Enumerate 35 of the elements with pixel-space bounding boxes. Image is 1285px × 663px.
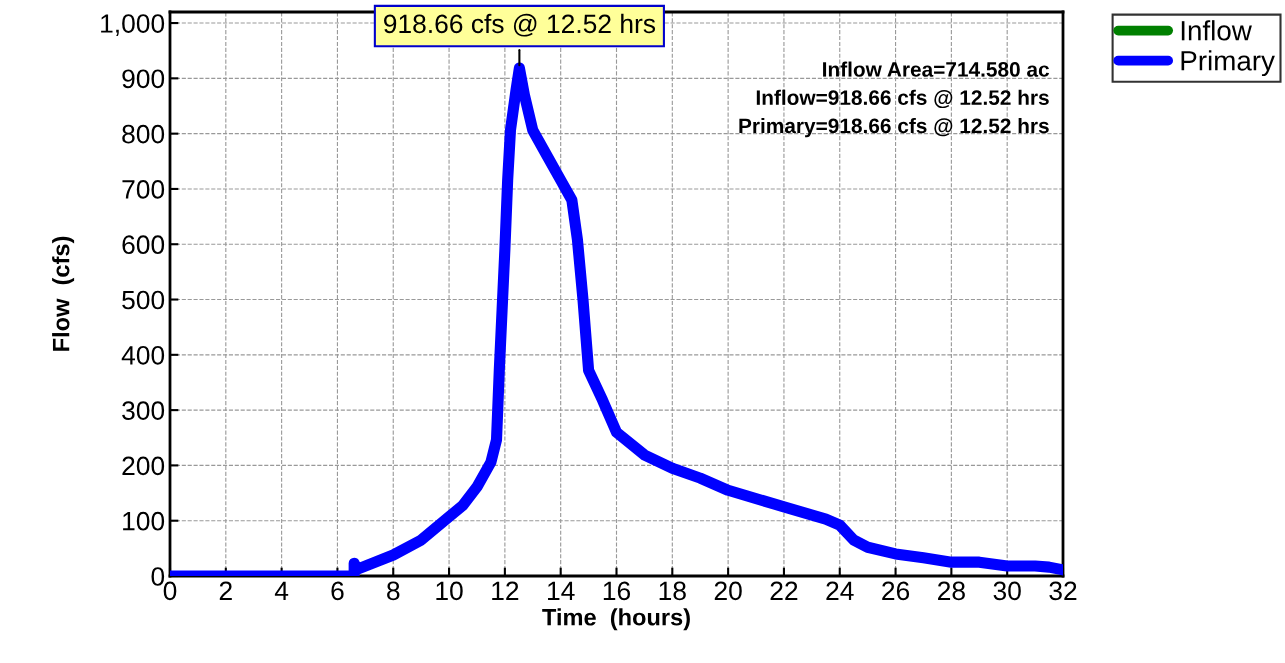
- y-tick-label: 100: [123, 511, 165, 531]
- x-tick-label: 2: [219, 581, 232, 600]
- x-tick-label: 24: [826, 581, 854, 600]
- x-axis-title: Time (hours): [542, 608, 690, 631]
- annotation: 918.66 cfs @ 12.52 hrs: [384, 13, 656, 37]
- y-tick-label: 0: [151, 567, 165, 586]
- x-tick-label: 8: [387, 581, 400, 601]
- x-tick-label: 26: [882, 581, 910, 601]
- y-tick-label: 500: [122, 290, 165, 310]
- x-tick-label: 16: [603, 581, 631, 601]
- x-tick-label: 18: [659, 581, 686, 601]
- x-tick-label: 22: [770, 581, 798, 600]
- annotation: Inflow Area=714.580 ac: [823, 61, 1050, 77]
- x-tick-label: 6: [331, 581, 344, 601]
- x-tick-label: 30: [993, 581, 1021, 601]
- y-tick-label: 300: [122, 401, 165, 420]
- x-tick-label: 20: [714, 581, 742, 601]
- legend-label: Inflow: [1181, 20, 1252, 41]
- x-tick-label: 10: [436, 581, 463, 601]
- x-tick-label: 12: [492, 581, 519, 600]
- legend-label: Primary: [1181, 50, 1275, 77]
- x-tick-label: 4: [274, 581, 289, 600]
- y-tick-label: 200: [122, 456, 165, 476]
- x-tick-label: 14: [548, 581, 575, 600]
- y-tick-label: 800: [122, 124, 165, 144]
- y-tick-label: 1,000: [101, 14, 165, 36]
- annotation: Inflow=918.66 cfs @ 12.52 hrs: [756, 89, 1049, 109]
- x-tick-label: 32: [1049, 581, 1077, 601]
- y-tick-label: 700: [122, 180, 165, 199]
- y-axis-title: Flow (cfs): [52, 236, 75, 351]
- y-tick-label: 900: [122, 69, 165, 89]
- y-tick-label: 400: [121, 345, 165, 365]
- y-tick-label: 600: [122, 235, 165, 255]
- annotation: Primary=918.66 cfs @ 12.52 hrs: [739, 117, 1049, 138]
- x-tick-label: 28: [938, 581, 965, 601]
